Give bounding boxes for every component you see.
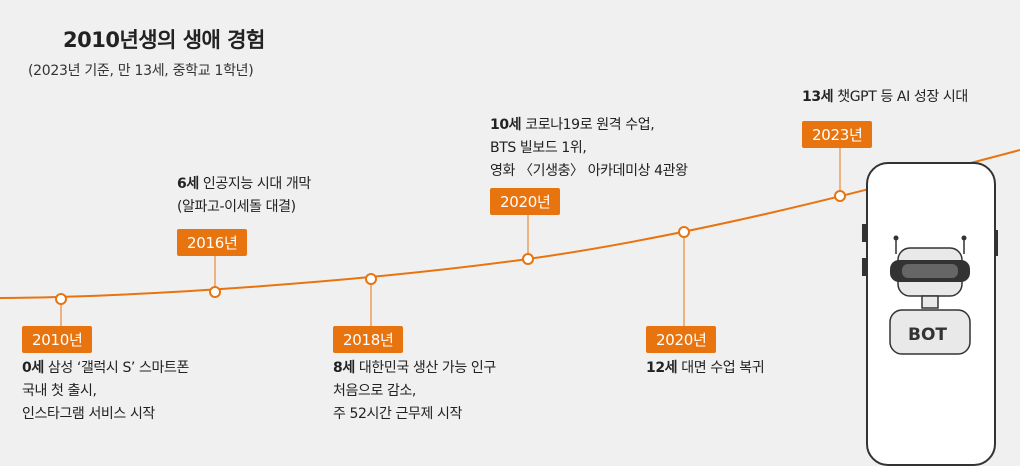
phone-side-button (862, 258, 866, 276)
point-2018 (365, 273, 377, 285)
event-text: 주 52시간 근무제 시작 (333, 406, 463, 422)
event-age: 10세 (490, 117, 522, 133)
point-2010 (55, 293, 67, 305)
event-text: 챗GPT 등 AI 성장 시대 (837, 89, 968, 105)
point-2016 (209, 286, 221, 298)
event-text: 국내 첫 출시, (22, 383, 97, 399)
event-age: 13세 (802, 89, 834, 105)
event-caption-2010: 0세 삼성 ‘갤럭시 S’ 스마트폰 국내 첫 출시, 인스타그램 서비스 시작 (22, 357, 189, 426)
point-2023 (834, 190, 846, 202)
event-text: 영화 〈기생충〉 아카데미상 4관왕 (490, 163, 688, 179)
event-text: 인스타그램 서비스 시작 (22, 406, 155, 422)
point-2020a (522, 253, 534, 265)
diagram-subtitle: (2023년 기준, 만 13세, 중학교 1학년) (28, 63, 254, 79)
phone-side-button (994, 230, 998, 256)
event-caption-2018: 8세 대한민국 생산 가능 인구 처음으로 감소, 주 52시간 근무제 시작 (333, 357, 496, 426)
robot-icon (889, 235, 971, 355)
event-age: 12세 (646, 360, 678, 376)
phone-side-button (862, 224, 866, 242)
event-text: 인공지능 시대 개막 (202, 176, 311, 192)
bot-label: BOT (908, 325, 948, 345)
event-text: 대면 수업 복귀 (681, 360, 765, 376)
year-badge-2020-b: 2020년 (646, 326, 717, 353)
event-caption-2020-b: 12세 대면 수업 복귀 (646, 357, 765, 380)
event-caption-2023: 13세 챗GPT 등 AI 성장 시대 (802, 86, 968, 109)
event-text: 코로나19로 원격 수업, (525, 117, 655, 133)
event-text: 처음으로 감소, (333, 383, 416, 399)
diagram-title: 2010년생의 생애 경험 (63, 28, 265, 52)
event-age: 8세 (333, 360, 355, 376)
year-badge-2020-a: 2020년 (490, 188, 561, 215)
event-caption-2016: 6세 인공지능 시대 개막 (알파고-이세돌 대결) (177, 173, 311, 219)
phone-frame: BOT (866, 162, 996, 466)
year-badge-2016: 2016년 (177, 229, 248, 256)
event-text: 삼성 ‘갤럭시 S’ 스마트폰 (47, 360, 189, 376)
timeline-graphic (0, 148, 1020, 326)
event-text: 대한민국 생산 가능 인구 (358, 360, 496, 376)
event-text: BTS 빌보드 1위, (490, 140, 587, 156)
year-badge-2018: 2018년 (333, 326, 404, 353)
event-caption-2020-a: 10세 코로나19로 원격 수업, BTS 빌보드 1위, 영화 〈기생충〉 아… (490, 114, 688, 183)
event-text: (알파고-이세돌 대결) (177, 199, 296, 215)
event-age: 6세 (177, 176, 199, 192)
point-2020b (678, 226, 690, 238)
year-badge-2023: 2023년 (802, 121, 873, 148)
event-age: 0세 (22, 360, 44, 376)
year-badge-2010: 2010년 (22, 326, 93, 353)
